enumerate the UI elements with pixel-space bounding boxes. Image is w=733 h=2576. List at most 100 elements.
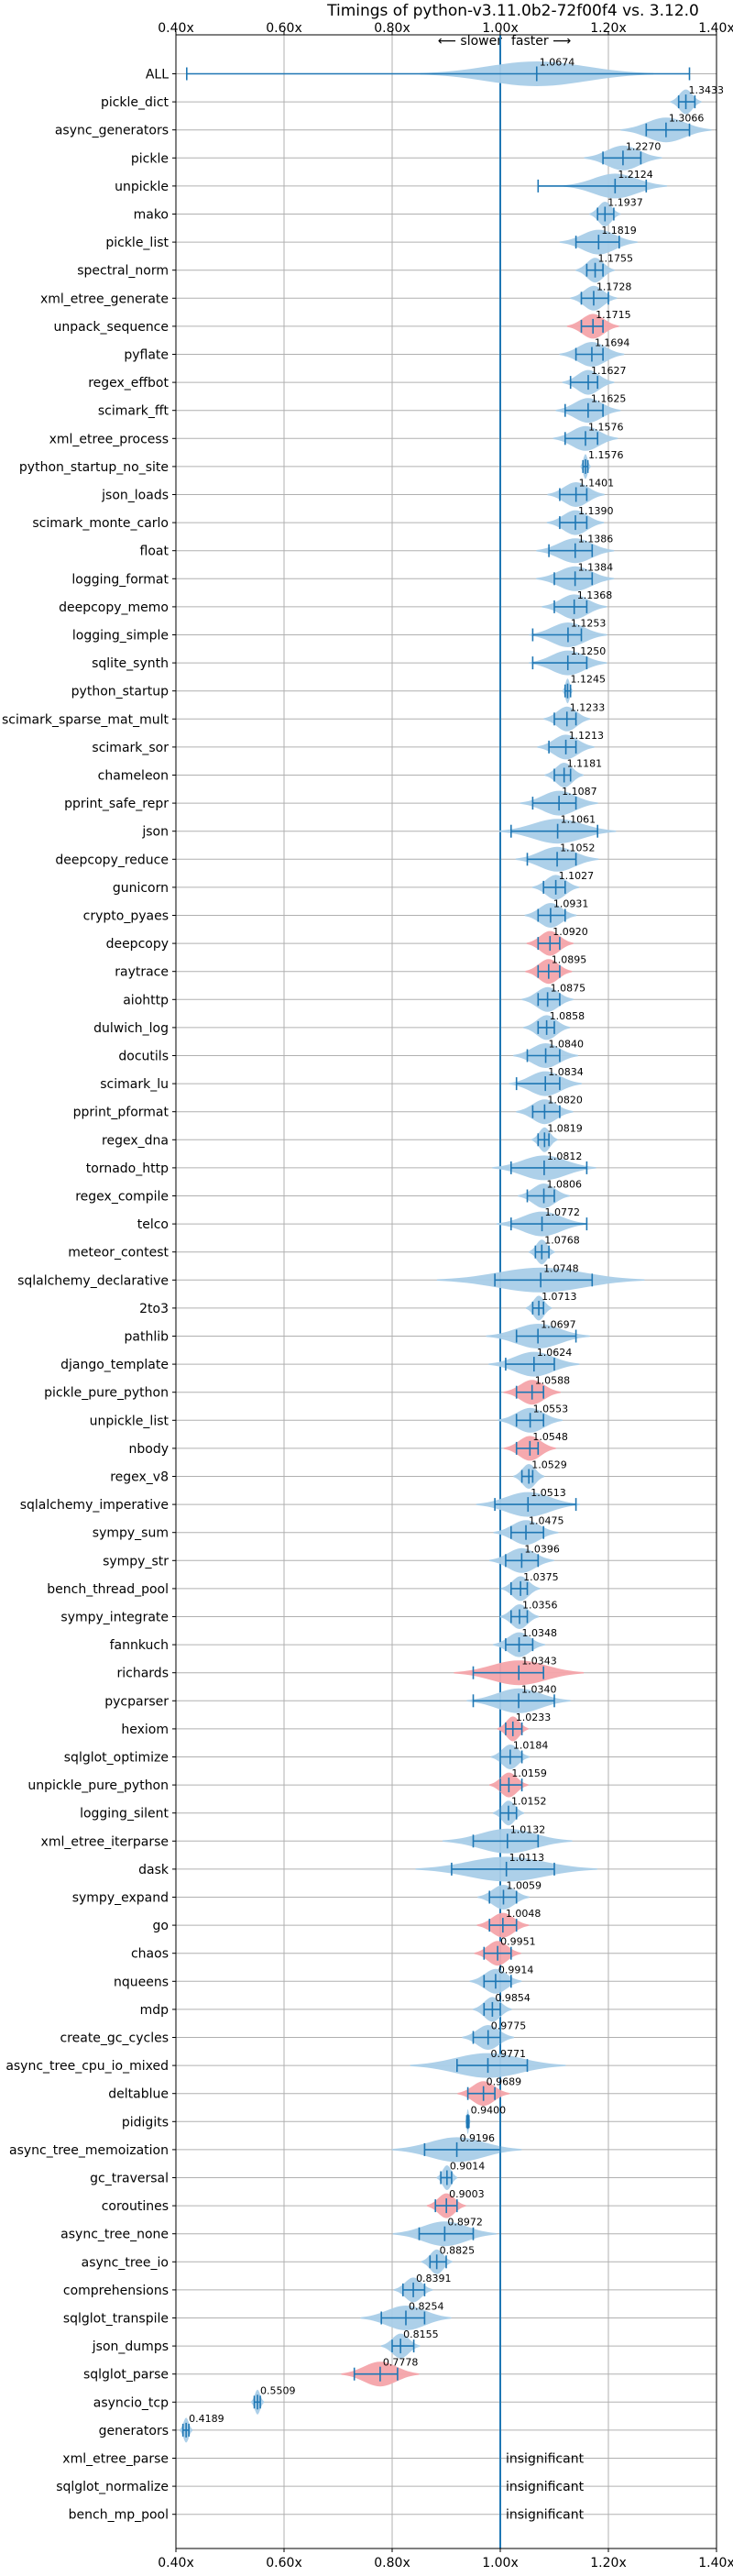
value-label: 1.0375 <box>523 1571 559 1583</box>
category-label: unpack_sequence <box>54 320 169 335</box>
value-label: 1.1386 <box>578 534 614 545</box>
category-label: scimark_sor <box>92 741 169 755</box>
value-label: 1.1937 <box>607 197 643 209</box>
value-label: 0.9914 <box>498 1964 534 1976</box>
value-label: 1.0348 <box>522 1627 558 1639</box>
axis-layer: 0.40x 0.40x 0.60x 0.60x 0.80x 0.80x 1.00x 1.00x… <box>2 21 733 2570</box>
value-label: 1.1250 <box>571 645 607 657</box>
category-label: sqlglot_parse <box>83 2368 169 2383</box>
category-label: mako <box>134 208 169 223</box>
category-label: pycparser <box>104 1694 169 1709</box>
category-label: regex_compile <box>75 1190 169 1205</box>
value-label: 0.9854 <box>495 1992 531 2004</box>
category-label: async_generators <box>55 124 169 138</box>
category-label: unpickle_list <box>90 1414 170 1428</box>
category-label: pickle_dict <box>101 95 170 110</box>
x-tick-label-top: 1.40x <box>698 21 733 36</box>
category-label: tornado_http <box>86 1161 169 1176</box>
category-label: scimark_fft <box>98 404 170 419</box>
category-label: gc_traversal <box>90 2172 169 2186</box>
value-label: 1.1213 <box>569 730 605 742</box>
value-label: 1.0931 <box>553 898 589 910</box>
value-label: 0.9196 <box>460 2132 495 2144</box>
x-tick-label-bottom: 0.40x <box>158 2556 193 2570</box>
x-tick-label-bottom: 1.00x <box>482 2556 518 2570</box>
category-label: mdp <box>140 2003 170 2018</box>
value-label: 0.8254 <box>409 2301 444 2313</box>
category-label: sympy_expand <box>72 1891 169 1906</box>
mark-layer <box>180 35 712 2548</box>
x-tick-label-top: 1.00x <box>482 21 518 36</box>
category-label: xml_etree_process <box>49 432 169 446</box>
category-label: deepcopy <box>106 937 169 952</box>
category-label: asyncio_tcp <box>93 2395 169 2410</box>
value-label: 1.1027 <box>559 870 595 882</box>
value-label: 1.0184 <box>513 1740 549 1752</box>
value-label: 1.1368 <box>577 589 613 601</box>
value-label: 1.0356 <box>522 1600 558 1612</box>
value-label: 1.0674 <box>540 57 575 69</box>
category-label: sqlalchemy_declarative <box>17 1273 169 1288</box>
category-label: pathlib <box>125 1330 170 1345</box>
x-tick-label-top: 0.40x <box>158 21 193 36</box>
value-label: 1.1819 <box>601 225 637 237</box>
value-label: 0.9775 <box>491 2020 527 2032</box>
value-label: 1.0159 <box>511 1767 547 1779</box>
value-label: 1.1755 <box>598 253 634 265</box>
value-label: 1.0875 <box>551 982 586 994</box>
value-label: 1.0529 <box>531 1459 567 1471</box>
category-label: json_loads <box>101 489 169 503</box>
value-label: 1.1390 <box>578 505 614 517</box>
value-label: 1.1576 <box>588 449 624 461</box>
value-label: 1.0840 <box>549 1039 585 1051</box>
category-label: sympy_integrate <box>60 1611 169 1625</box>
value-label: 1.0772 <box>545 1206 581 1218</box>
value-label: 1.1233 <box>570 701 606 713</box>
value-label: 1.3433 <box>689 84 725 96</box>
faster-direction-label: faster ⟶ <box>511 34 571 49</box>
value-label: 1.0588 <box>535 1375 571 1387</box>
value-label: 1.0553 <box>533 1403 569 1415</box>
x-tick-label-bottom: 1.40x <box>698 2556 733 2570</box>
value-label: 1.0548 <box>532 1431 568 1443</box>
category-label: pprint_pformat <box>73 1106 170 1120</box>
category-label: scimark_sparse_mat_mult <box>2 712 169 727</box>
value-label: 1.0475 <box>529 1515 564 1527</box>
category-label: fannkuch <box>110 1638 169 1653</box>
value-label: 1.0697 <box>541 1319 576 1331</box>
value-label: 1.0819 <box>547 1122 583 1134</box>
value-label: 0.8391 <box>416 2273 452 2284</box>
x-tick-label-top: 0.80x <box>374 21 410 36</box>
category-label: pyflate <box>124 348 169 363</box>
category-label: go <box>153 1919 169 1933</box>
value-label: 1.1052 <box>560 842 596 853</box>
value-label: 1.0340 <box>521 1683 557 1695</box>
category-label: gunicorn <box>113 881 169 896</box>
category-label: deepcopy_reduce <box>55 853 169 867</box>
category-label: sqlalchemy_imperative <box>20 1498 169 1513</box>
category-label: spectral_norm <box>77 264 169 279</box>
x-tick-label-top: 1.20x <box>590 21 626 36</box>
category-label: scimark_lu <box>100 1077 169 1092</box>
category-label: async_tree_memoization <box>9 2143 169 2158</box>
value-label: 1.0152 <box>511 1796 547 1808</box>
value-label: 0.4189 <box>189 2413 224 2425</box>
value-label: 1.1181 <box>567 758 603 770</box>
insignificant-label: insignificant <box>506 2480 585 2494</box>
category-label: raytrace <box>115 965 169 980</box>
slower-direction-label: ⟵ slower <box>438 34 502 49</box>
category-label: xml_etree_iterparse <box>41 1834 169 1849</box>
category-label: nqueens <box>114 1975 169 1989</box>
category-label: pickle_list <box>105 236 169 250</box>
value-label: 1.0820 <box>547 1095 583 1106</box>
value-label: 1.1694 <box>595 337 630 349</box>
category-label: chameleon <box>98 769 169 784</box>
value-label: 0.7778 <box>383 2357 419 2369</box>
value-label: 1.1384 <box>578 561 614 573</box>
value-label: 1.2124 <box>618 169 653 181</box>
x-tick-label-bottom: 1.20x <box>590 2556 626 2570</box>
value-label: 1.0806 <box>547 1179 583 1191</box>
category-label: bench_thread_pool <box>47 1582 169 1597</box>
category-label: create_gc_cycles <box>60 2031 169 2046</box>
